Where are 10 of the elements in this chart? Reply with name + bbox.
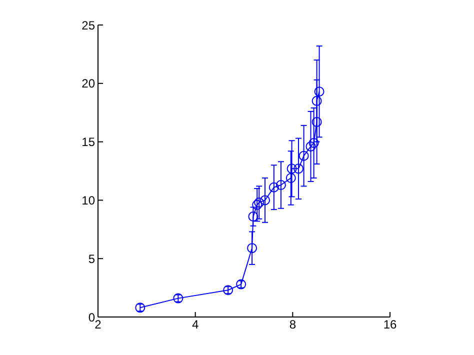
- y-tick-label: 10: [82, 193, 96, 208]
- x-tick-label: 2: [94, 318, 102, 332]
- x-tick-label: 16: [383, 318, 397, 332]
- x-tick-label: 8: [289, 318, 296, 332]
- y-tick-label: 15: [82, 135, 96, 150]
- y-tick-label: 5: [88, 252, 96, 266]
- y-tick-label: 20: [82, 76, 96, 91]
- x-tick-label: 4: [192, 318, 199, 332]
- y-tick-label: 25: [82, 18, 96, 32]
- y-tick-label: 0: [88, 310, 96, 324]
